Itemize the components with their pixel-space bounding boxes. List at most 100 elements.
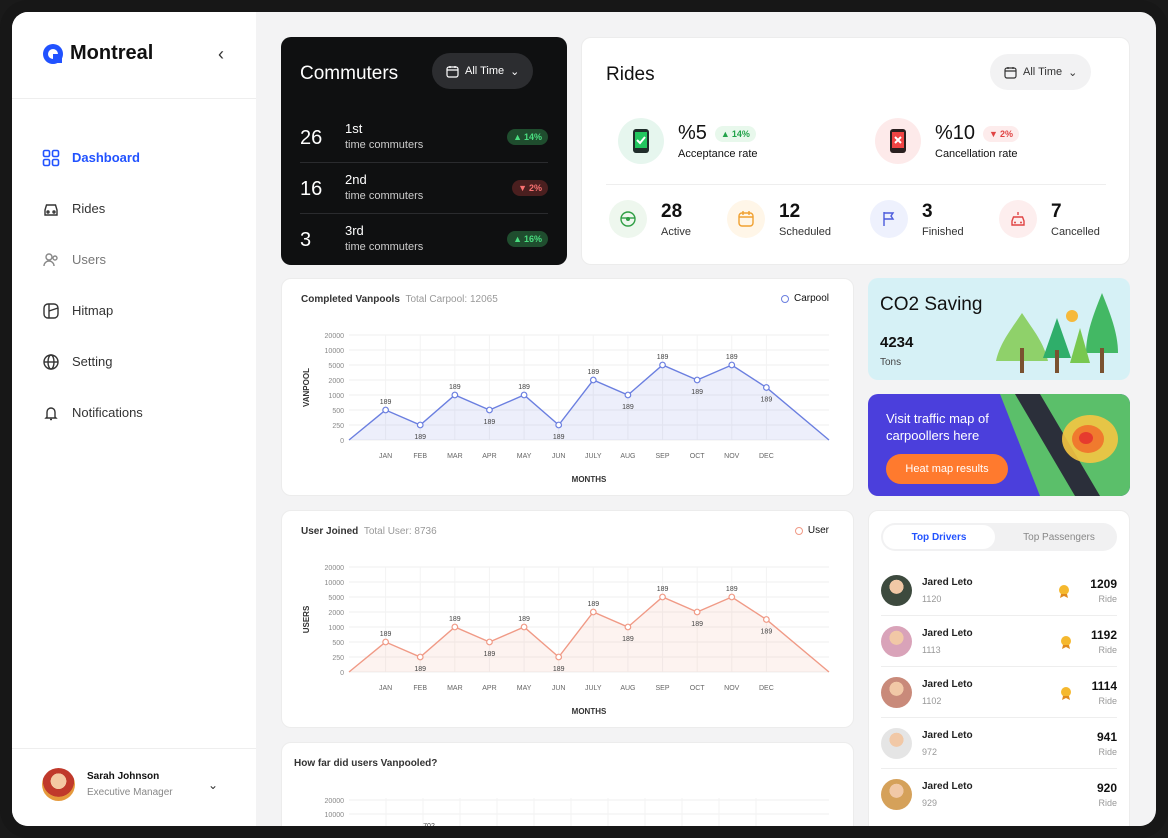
data-label: 189 <box>726 354 738 361</box>
divider <box>606 184 1106 185</box>
x-tick-label: MAY <box>517 685 532 692</box>
steering-icon <box>609 200 647 238</box>
driver-rides: 941 Ride <box>1097 730 1117 757</box>
user-role: Executive Manager <box>87 787 173 798</box>
chevron-down-icon: ⌄ <box>510 65 520 78</box>
data-point <box>624 391 632 399</box>
sidebar-item-setting[interactable]: Setting <box>42 336 143 387</box>
y-tick-label: 2000 <box>328 610 344 617</box>
y-tick-label: 250 <box>332 423 344 430</box>
data-label: 189 <box>761 629 773 636</box>
acceptance-delta-badge: ▲ 14% <box>714 125 756 142</box>
chevron-down-icon: ⌄ <box>1068 66 1078 79</box>
x-tick-label: FEB <box>413 685 427 692</box>
ride-count: 1209 <box>1090 576 1117 591</box>
ride-stat-active: 28 Active <box>609 200 691 238</box>
driver-name: Jared Leto <box>922 576 973 588</box>
data-point <box>486 406 493 414</box>
stat-label: Scheduled <box>779 225 831 238</box>
delta-value: 2% <box>999 128 1013 139</box>
driver-row[interactable]: Jared Leto 1120 1209 Ride <box>881 565 1117 616</box>
data-point <box>728 593 736 601</box>
sidebar-item-dashboard[interactable]: Dashboard <box>42 132 143 183</box>
heatmap-illustration-icon <box>1000 394 1130 496</box>
data-label: 189 <box>657 354 669 361</box>
x-tick-label: OCT <box>690 685 706 692</box>
avatar <box>881 574 912 606</box>
sidebar-item-label: Users <box>72 252 106 267</box>
x-tick-label: NOV <box>724 685 740 692</box>
data-label: 189 <box>380 631 392 638</box>
data-point <box>416 653 424 661</box>
top-drivers-card: Top Drivers Top Passengers Jared Leto 112… <box>868 510 1130 826</box>
delta-value: 2% <box>528 183 542 193</box>
y-tick-label: 250 <box>332 655 344 662</box>
commuters-card: Commuters All Time ⌄ 26 1st time commute… <box>281 37 567 265</box>
y-tick-label: 20000 <box>325 798 345 805</box>
data-point <box>624 623 632 631</box>
sidebar-item-notifications[interactable]: Notifications <box>42 387 143 438</box>
y-tick-label: 5000 <box>328 363 344 370</box>
data-point <box>762 384 770 391</box>
commuter-count: 26 <box>300 127 323 149</box>
collapse-sidebar-icon[interactable]: ‹ <box>218 44 224 64</box>
bell-icon <box>44 406 58 420</box>
data-point <box>693 376 701 384</box>
ride-stat-scheduled: 12 Scheduled <box>727 200 831 238</box>
data-label: 189 <box>449 384 461 391</box>
heat-map-results-button[interactable]: Heat map results <box>886 454 1008 484</box>
y-tick-label: 1000 <box>328 625 344 632</box>
data-point <box>589 376 597 384</box>
driver-row[interactable]: Jared Leto 1102 1114 Ride <box>881 667 1117 718</box>
sidebar-item-rides[interactable]: Rides <box>42 183 143 234</box>
x-tick-label: SEP <box>656 453 670 460</box>
user-name: Sarah Johnson <box>87 771 160 782</box>
area-fill <box>349 365 829 440</box>
stat-value: 28 <box>661 200 683 222</box>
commuter-desc: time commuters <box>345 190 424 202</box>
y-tick-label: 10000 <box>325 812 345 819</box>
x-axis-label: MONTHS <box>572 475 607 484</box>
chevron-down-icon[interactable]: ⌄ <box>208 778 219 792</box>
area-fill <box>349 597 829 672</box>
divider <box>12 98 256 99</box>
commuter-delta-badge: ▲ 16% <box>507 231 548 247</box>
calendar-icon <box>727 200 765 238</box>
cancellation-rate: %10 ▼ 2% Cancellation rate <box>875 118 1019 164</box>
ride-count: 941 <box>1096 729 1117 744</box>
avatar <box>881 625 912 657</box>
driver-id: 972 <box>922 746 938 757</box>
sidebar-item-hitmap[interactable]: Hitmap <box>42 285 143 336</box>
medal-icon <box>1061 636 1071 649</box>
y-tick-label: 2000 <box>328 378 344 385</box>
tab-top-passengers[interactable]: Top Passengers <box>1023 531 1095 543</box>
distance-chart-card: How far did users Vanpooled? 20000 10000 5… <box>281 742 854 826</box>
commuters-filter-dropdown[interactable]: All Time ⌄ <box>432 53 534 89</box>
rides-filter-dropdown[interactable]: All Time ⌄ <box>990 54 1092 90</box>
data-point <box>520 391 528 399</box>
data-label: 189 <box>484 651 496 658</box>
data-point <box>693 608 701 616</box>
tab-top-drivers[interactable]: Top Drivers <box>883 525 995 549</box>
sidebar-item-users[interactable]: Users <box>42 234 143 285</box>
driver-row[interactable]: Jared Leto 1113 1192 Ride <box>881 616 1117 667</box>
driver-name: Jared Leto <box>922 678 973 690</box>
car-crash-icon <box>999 200 1037 238</box>
chart-title: Completed Vanpools Total Carpool: 12065 <box>301 294 498 305</box>
x-axis-label: MONTHS <box>572 707 607 716</box>
ride-unit: Ride <box>1098 593 1117 604</box>
data-point <box>659 361 666 369</box>
users-chart: 20000 10000 5000 2000 1000 500 250 0 189 JAN 189 FE… <box>302 565 830 716</box>
sidebar-nav: Dashboard Rides Users Hitmap Setting Not… <box>42 132 143 438</box>
data-label: 189 <box>587 601 599 608</box>
series-line <box>348 364 830 441</box>
commuter-desc: time commuters <box>345 241 424 253</box>
driver-row[interactable]: Jared Leto 929 920 Ride <box>881 769 1117 820</box>
car-icon <box>44 203 58 216</box>
rides-title: Rides <box>606 64 655 85</box>
driver-id: 929 <box>922 798 938 808</box>
data-point <box>728 361 736 369</box>
driver-row[interactable]: Jared Leto 972 941 Ride <box>881 718 1117 769</box>
user-profile[interactable]: Sarah Johnson Executive Manager <box>42 768 173 801</box>
co2-title: CO2 Saving <box>880 294 983 315</box>
